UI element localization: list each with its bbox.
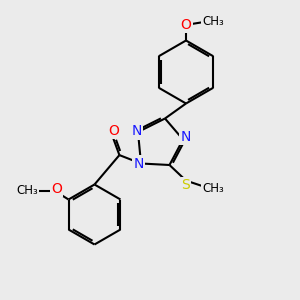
Text: O: O [181,18,191,32]
Text: O: O [109,124,119,137]
Text: N: N [180,130,190,144]
Text: CH₃: CH₃ [202,15,224,28]
Text: O: O [51,182,62,196]
Text: CH₃: CH₃ [202,182,224,196]
Text: S: S [182,178,190,192]
Text: N: N [134,157,144,170]
Text: N: N [131,124,142,138]
Text: CH₃: CH₃ [16,184,38,197]
